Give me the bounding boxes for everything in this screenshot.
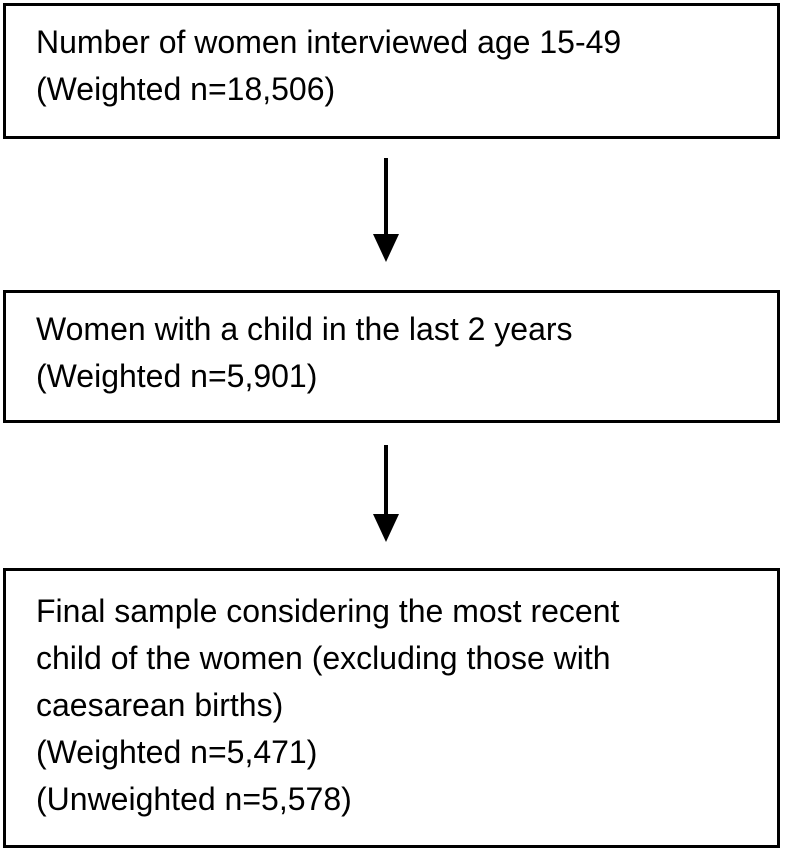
arrow-stem xyxy=(384,445,388,514)
arrow-head-icon xyxy=(373,514,399,542)
arrow-stem xyxy=(384,158,388,234)
flow-box-child-last-2-years: Women with a child in the last 2 years (… xyxy=(3,290,780,423)
down-arrow-1 xyxy=(373,158,399,262)
flow-box-final-sample-text: Final sample considering the most recent… xyxy=(36,593,620,817)
flow-box-child-last-2-years-text: Women with a child in the last 2 years (… xyxy=(36,311,573,394)
flow-box-women-interviewed: Number of women interviewed age 15-49 (W… xyxy=(3,3,780,139)
down-arrow-2 xyxy=(373,445,399,542)
flow-box-women-interviewed-text: Number of women interviewed age 15-49 (W… xyxy=(36,24,622,107)
flow-box-final-sample: Final sample considering the most recent… xyxy=(3,568,780,848)
arrow-head-icon xyxy=(373,234,399,262)
